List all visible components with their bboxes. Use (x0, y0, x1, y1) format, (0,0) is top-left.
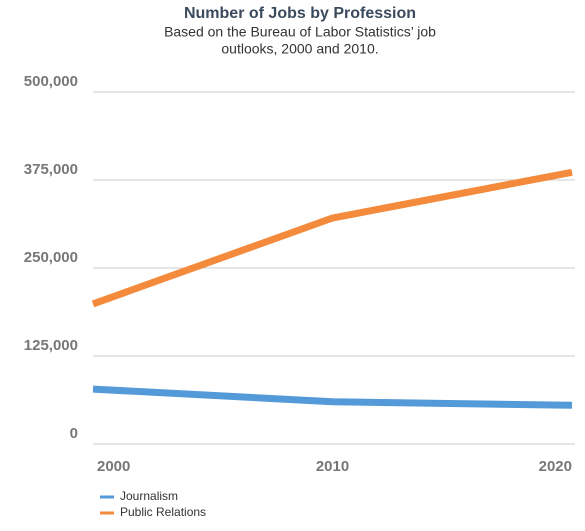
chart-subtitle: outlooks, 2000 and 2010. (221, 41, 378, 57)
x-tick-label: 2010 (316, 458, 349, 475)
legend-label: Journalism (120, 489, 178, 503)
x-tick-label: 2000 (97, 458, 130, 475)
y-tick-label: 0 (70, 425, 78, 442)
chart-title: Number of Jobs by Profession (184, 5, 416, 22)
legend-label: Public Relations (120, 505, 206, 519)
series-line (91, 168, 573, 308)
chart-subtitle: Based on the Bureau of Labor Statistics’… (164, 24, 436, 40)
x-tick-label: 2020 (539, 458, 572, 475)
series-line (92, 385, 573, 409)
y-tick-label: 500,000 (24, 73, 78, 90)
y-tick-label: 125,000 (24, 337, 78, 354)
y-tick-label: 375,000 (24, 161, 78, 178)
y-tick-label: 250,000 (24, 249, 78, 266)
